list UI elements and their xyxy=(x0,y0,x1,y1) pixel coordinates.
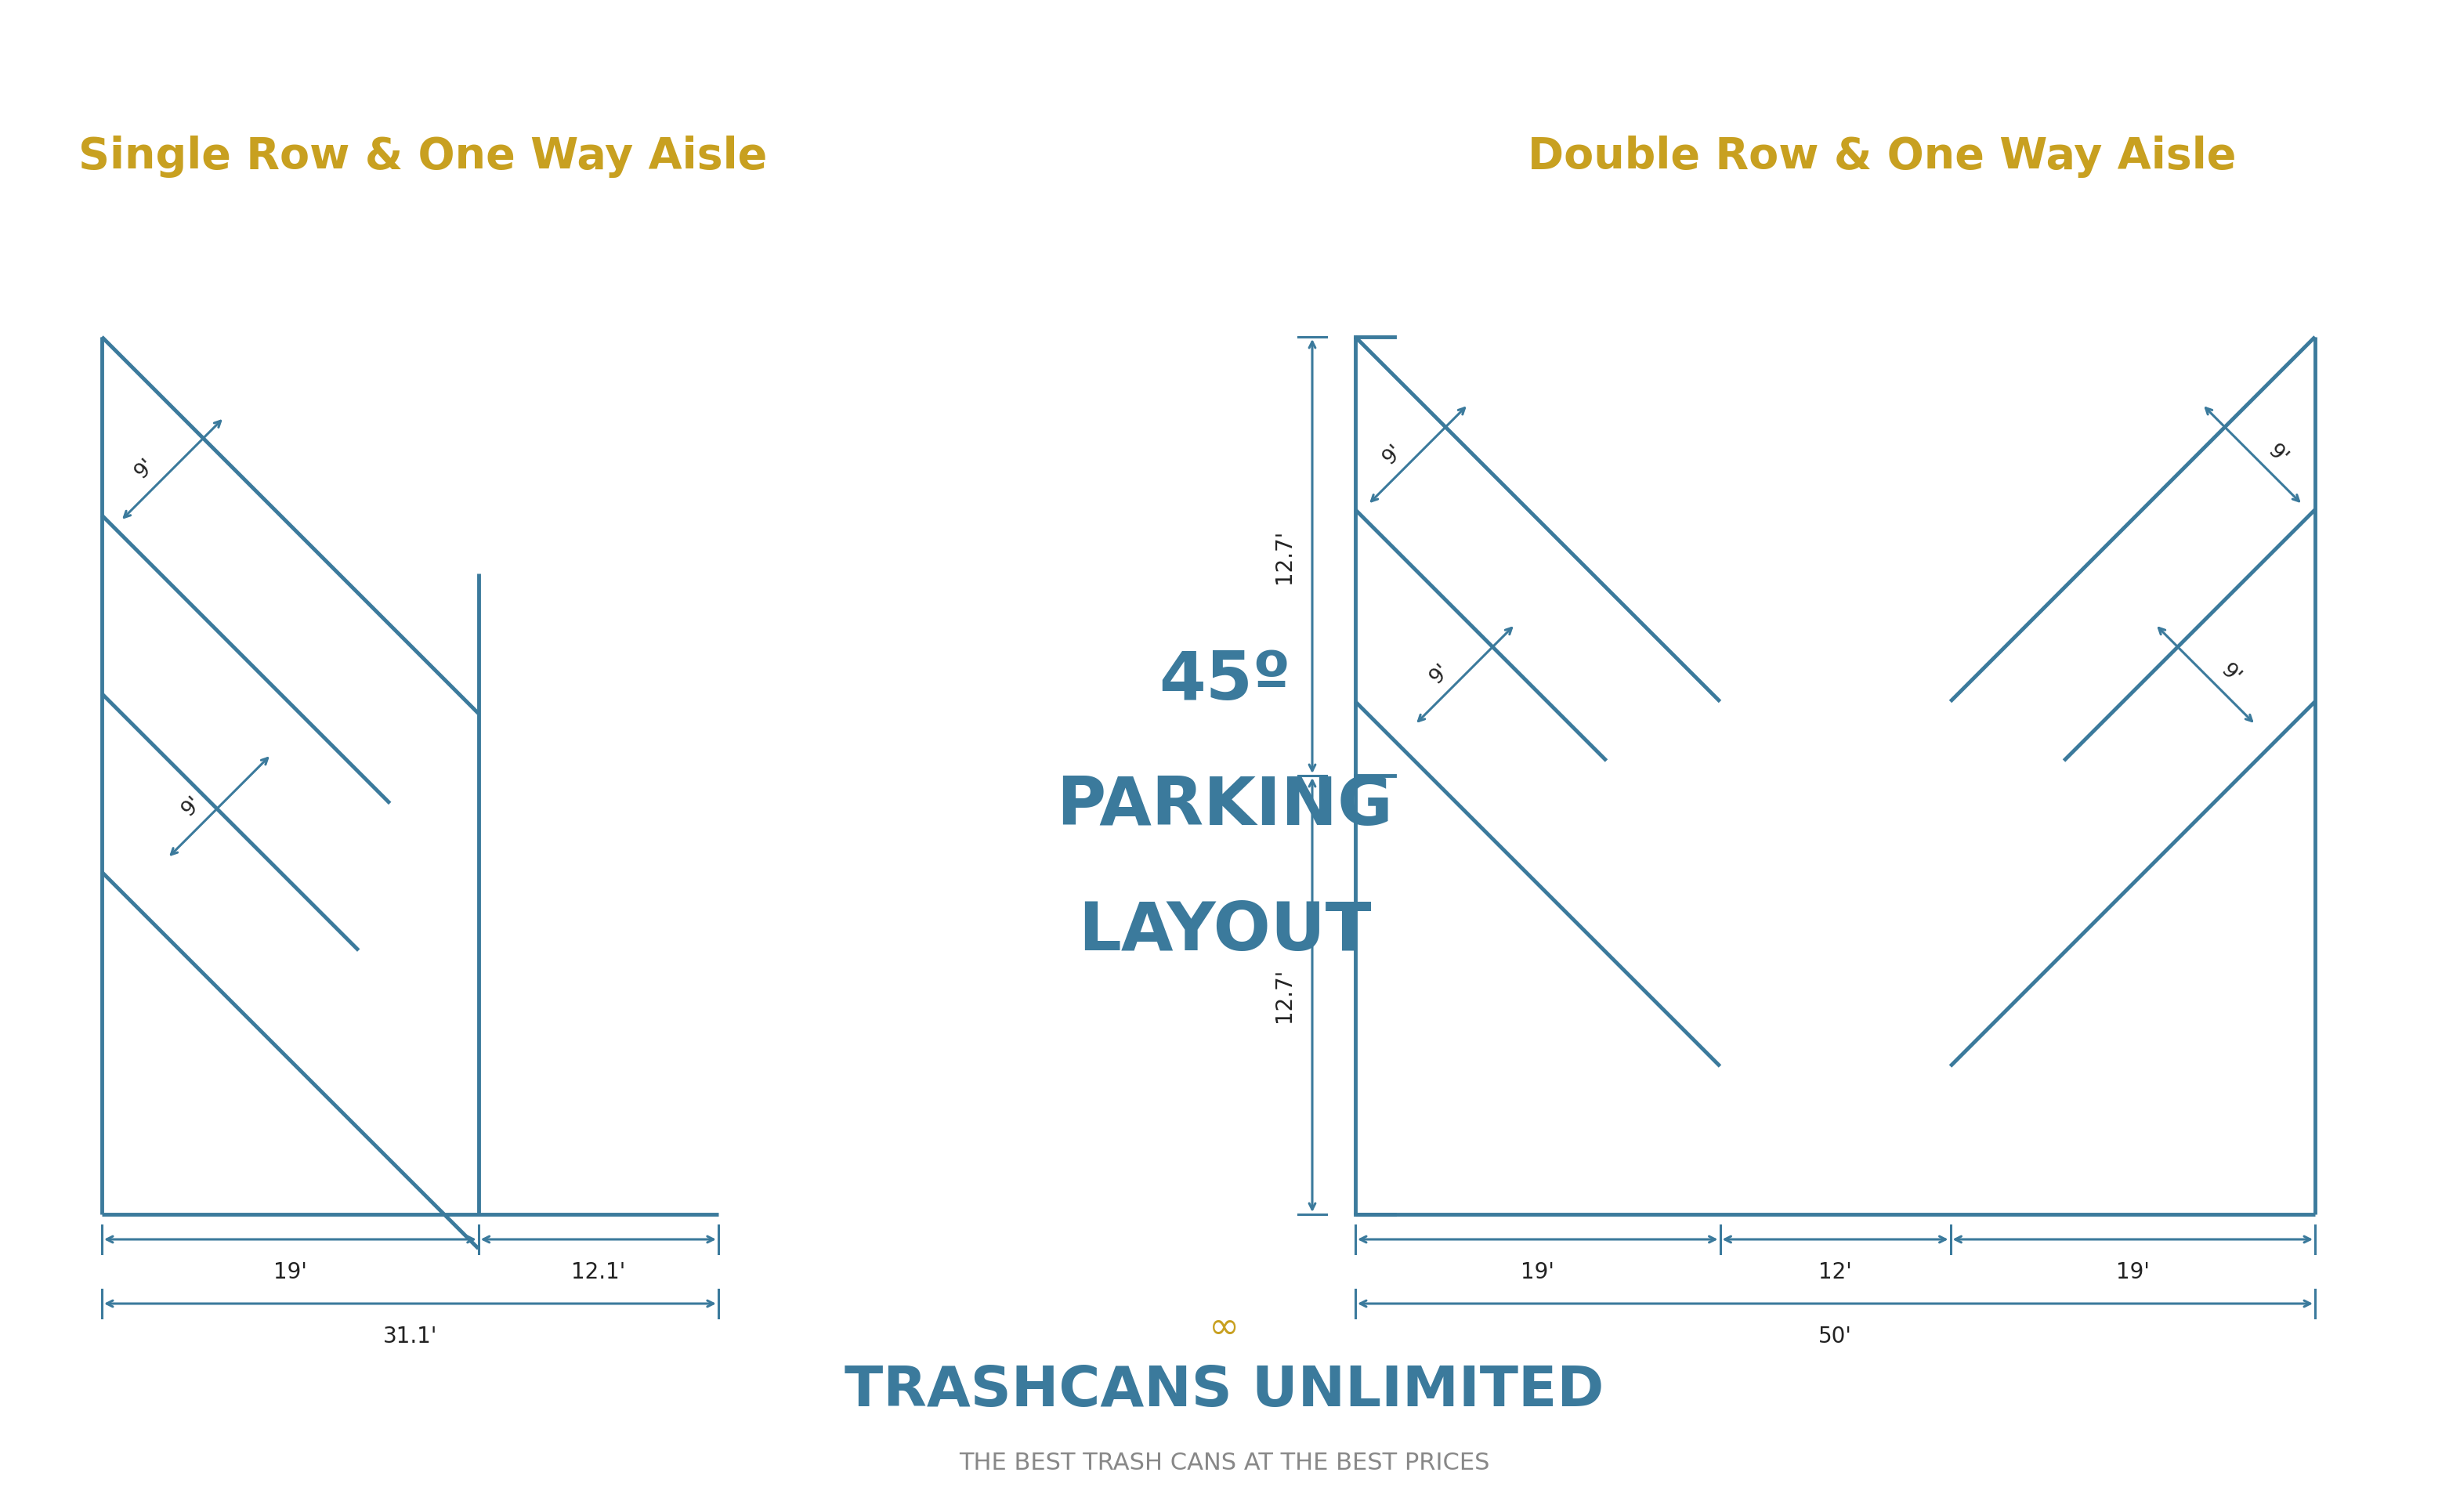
Text: 19': 19' xyxy=(1521,1261,1555,1284)
Text: THE BEST TRASH CANS AT THE BEST PRICES: THE BEST TRASH CANS AT THE BEST PRICES xyxy=(960,1452,1489,1474)
Text: LAYOUT: LAYOUT xyxy=(1078,900,1371,965)
Text: 9': 9' xyxy=(1425,661,1455,688)
Text: 45º: 45º xyxy=(1158,649,1291,714)
Text: 9': 9' xyxy=(2263,440,2292,469)
Text: Single Row & One Way Aisle: Single Row & One Way Aisle xyxy=(78,136,767,178)
Text: 19': 19' xyxy=(274,1261,306,1284)
Text: 9': 9' xyxy=(179,792,206,820)
Text: Double Row & One Way Aisle: Double Row & One Way Aisle xyxy=(1528,136,2236,178)
Text: 9': 9' xyxy=(1379,440,1406,469)
Text: 12.1': 12.1' xyxy=(571,1261,624,1284)
Text: ∞: ∞ xyxy=(1210,1311,1239,1346)
Text: TRASHCANS UNLIMITED: TRASHCANS UNLIMITED xyxy=(845,1364,1604,1418)
Text: 12.7': 12.7' xyxy=(1273,968,1296,1022)
Text: 9': 9' xyxy=(2216,661,2243,688)
Text: 12': 12' xyxy=(1820,1261,1851,1284)
Text: 31.1': 31.1' xyxy=(382,1326,438,1347)
Text: 12.7': 12.7' xyxy=(1273,529,1296,584)
Text: PARKING: PARKING xyxy=(1056,774,1393,839)
Text: 50': 50' xyxy=(1820,1326,1851,1347)
Text: 19': 19' xyxy=(2116,1261,2150,1284)
Text: 9': 9' xyxy=(132,455,159,482)
